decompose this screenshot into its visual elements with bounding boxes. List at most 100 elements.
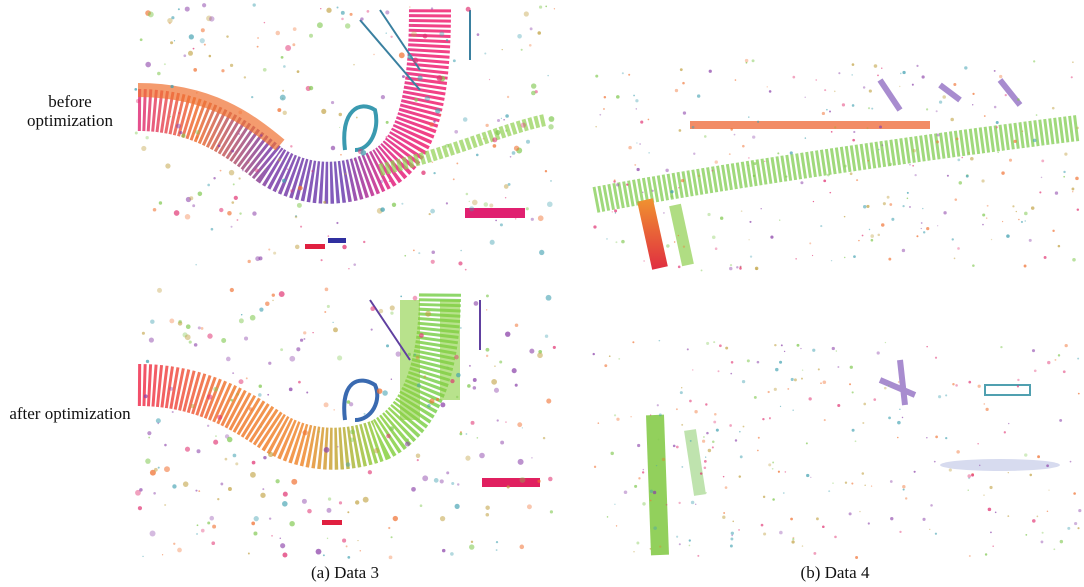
- point: [731, 535, 733, 537]
- point: [202, 3, 206, 7]
- point: [547, 75, 548, 76]
- point: [408, 353, 411, 356]
- panel-b-before: [595, 80, 1078, 268]
- point: [370, 306, 375, 311]
- point: [855, 440, 857, 442]
- point: [501, 118, 502, 119]
- point: [742, 145, 745, 148]
- point: [725, 347, 728, 350]
- point: [262, 488, 264, 490]
- point: [367, 10, 370, 13]
- point: [272, 293, 275, 296]
- point: [970, 157, 974, 161]
- point: [323, 201, 326, 204]
- point: [772, 461, 774, 463]
- point: [457, 483, 459, 485]
- point: [739, 431, 741, 433]
- point: [914, 471, 916, 473]
- point: [982, 224, 984, 226]
- point: [185, 447, 190, 452]
- point: [879, 126, 882, 129]
- point: [531, 83, 536, 88]
- point: [802, 369, 803, 370]
- point: [491, 379, 497, 385]
- point: [650, 548, 651, 549]
- point: [377, 388, 383, 394]
- point: [1031, 206, 1034, 209]
- point: [158, 467, 160, 469]
- point: [752, 59, 755, 62]
- point: [959, 181, 962, 184]
- point: [1008, 472, 1009, 473]
- point: [239, 318, 244, 323]
- point: [350, 13, 353, 16]
- point: [683, 246, 685, 248]
- point: [756, 268, 757, 269]
- point: [616, 183, 619, 186]
- point: [446, 202, 448, 204]
- point: [858, 240, 859, 241]
- point: [360, 550, 362, 552]
- point: [1067, 527, 1070, 530]
- point: [233, 183, 235, 185]
- point: [730, 128, 733, 131]
- point: [853, 255, 856, 258]
- point: [852, 139, 855, 142]
- point: [713, 421, 716, 424]
- point: [989, 486, 992, 489]
- point: [749, 221, 751, 223]
- point: [390, 36, 392, 38]
- point: [485, 124, 488, 127]
- point: [622, 72, 624, 74]
- point: [479, 453, 485, 459]
- point: [279, 291, 285, 297]
- point: [465, 456, 470, 461]
- point: [703, 436, 705, 438]
- point: [419, 333, 424, 338]
- point: [142, 556, 143, 557]
- point: [659, 413, 662, 416]
- point: [484, 52, 486, 54]
- point: [635, 99, 638, 102]
- point: [173, 543, 175, 545]
- point: [134, 88, 137, 91]
- point: [466, 193, 469, 196]
- point: [307, 509, 312, 514]
- point: [418, 75, 423, 80]
- point: [1058, 354, 1060, 356]
- point: [389, 555, 393, 559]
- point: [795, 258, 796, 259]
- point: [741, 210, 743, 212]
- point: [981, 179, 984, 182]
- point: [903, 489, 905, 491]
- point: [1048, 489, 1049, 490]
- point: [520, 545, 525, 550]
- point: [1021, 221, 1023, 223]
- point: [791, 540, 794, 543]
- point: [781, 344, 783, 346]
- point: [730, 373, 732, 375]
- point: [357, 540, 358, 541]
- point: [260, 134, 263, 137]
- point: [238, 177, 240, 179]
- point: [990, 532, 992, 534]
- point: [851, 74, 853, 76]
- point: [416, 453, 421, 458]
- point: [996, 126, 998, 128]
- point: [805, 137, 806, 138]
- point: [512, 368, 517, 373]
- point: [812, 255, 813, 256]
- point: [379, 309, 383, 313]
- point: [510, 156, 512, 158]
- point: [263, 68, 267, 72]
- point: [763, 496, 765, 498]
- point: [871, 485, 872, 486]
- point: [769, 90, 772, 93]
- point: [806, 442, 808, 444]
- point: [283, 492, 288, 497]
- point: [863, 86, 865, 88]
- point: [1052, 107, 1055, 110]
- point: [902, 417, 903, 418]
- point: [188, 51, 193, 56]
- point: [984, 115, 986, 117]
